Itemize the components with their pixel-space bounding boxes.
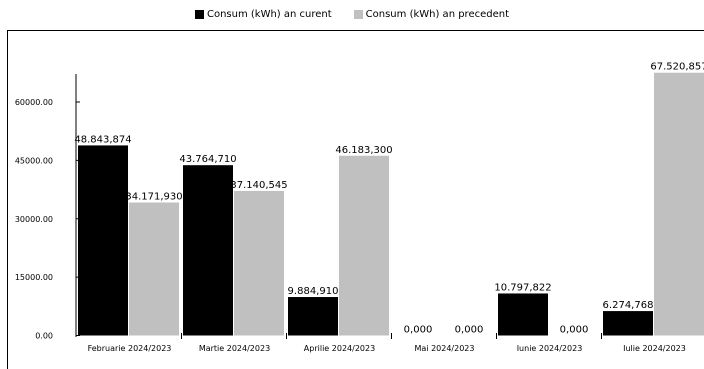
y-tick-label: 30000.00 xyxy=(15,215,53,224)
chart-legend: Consum (kWh) an curent Consum (kWh) an p… xyxy=(0,9,704,20)
legend-label-previous: Consum (kWh) an precedent xyxy=(365,9,510,20)
data-label: 48.843,874 xyxy=(74,134,131,145)
data-label: 10.797,822 xyxy=(494,282,551,293)
bar-previous xyxy=(654,72,704,336)
legend-swatch-current xyxy=(194,10,204,19)
y-tick-label: 0.00 xyxy=(35,332,53,341)
data-label: 67.520,857 xyxy=(650,62,704,73)
bar-previous xyxy=(339,155,389,336)
data-label: 37.140,545 xyxy=(230,180,287,191)
bar-previous xyxy=(234,190,284,336)
data-label: 6.274,768 xyxy=(603,300,654,311)
y-tick-label: 15000.00 xyxy=(15,273,53,282)
legend-swatch-previous xyxy=(353,10,363,19)
data-label: 34.171,930 xyxy=(125,192,182,203)
x-tick-label: Aprilie 2024/2023 xyxy=(304,344,375,353)
legend-item-current: Consum (kWh) an curent xyxy=(194,9,332,20)
x-tick-label: Iunie 2024/2023 xyxy=(517,344,583,353)
x-tick-label: Februarie 2024/2023 xyxy=(88,344,172,353)
data-label: 46.183,300 xyxy=(335,145,392,156)
bar-current xyxy=(183,165,233,336)
chart-frame xyxy=(7,30,704,369)
bar-current xyxy=(603,311,653,336)
bar-current xyxy=(288,297,338,336)
y-tick-label: 60000.00 xyxy=(15,98,53,107)
x-tick-label: Martie 2024/2023 xyxy=(199,344,270,353)
x-tick-label: Iulie 2024/2023 xyxy=(623,344,686,353)
bar-previous xyxy=(129,202,179,336)
data-label: 43.764,710 xyxy=(179,154,236,165)
data-label: 0,000 xyxy=(455,325,484,336)
legend-item-previous: Consum (kWh) an precedent xyxy=(353,9,510,20)
legend-label-current: Consum (kWh) an curent xyxy=(206,9,332,20)
y-tick-label: 45000.00 xyxy=(15,156,53,165)
x-tick-label: Mai 2024/2023 xyxy=(415,344,475,353)
data-label: 9.884,910 xyxy=(288,286,339,297)
bar-current xyxy=(498,293,548,336)
bar-current xyxy=(78,145,128,336)
data-label: 0,000 xyxy=(404,325,433,336)
data-label: 0,000 xyxy=(560,325,589,336)
